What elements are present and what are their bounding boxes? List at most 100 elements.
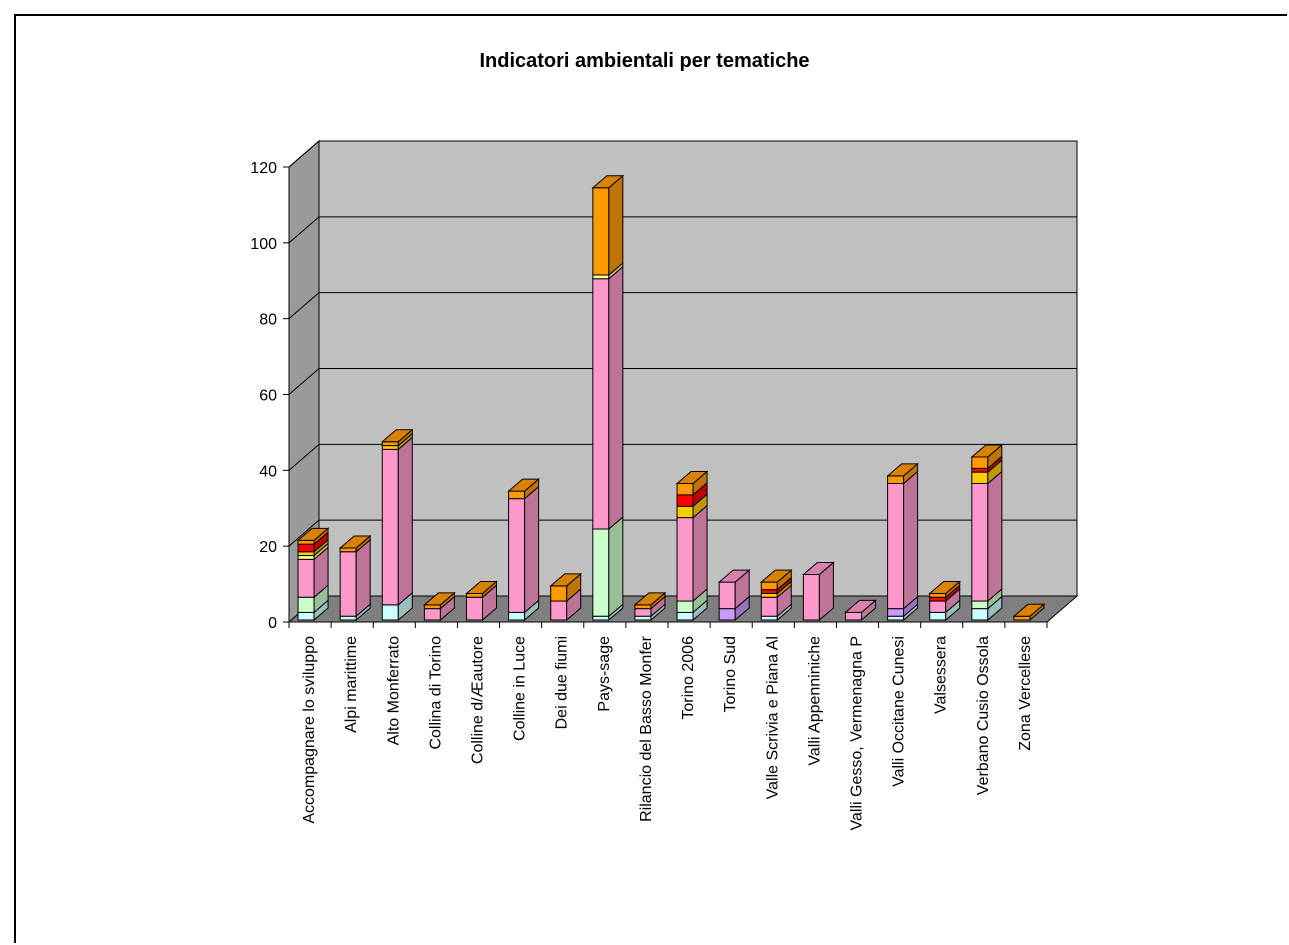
bar-segment (381, 448, 399, 606)
bar-segment (971, 467, 989, 473)
bar-segment (676, 483, 694, 496)
x-tick-label: Valle Scrivia e Piana Al (764, 636, 781, 799)
bar-segment (634, 604, 652, 610)
y-tick-label: 20 (259, 539, 277, 556)
bar-segment (297, 543, 315, 553)
bar-segment-side (903, 470, 919, 610)
bar-segment (718, 608, 736, 621)
bar-top (591, 175, 625, 189)
x-tick-label: Colline d/Æautore (470, 636, 487, 764)
x-tick-label: Torino 2006 (680, 636, 697, 720)
bar-top (970, 444, 1004, 458)
bar-top (465, 580, 498, 594)
bar-segment (887, 483, 905, 610)
bar-segment (466, 592, 483, 598)
bar-top (296, 527, 330, 541)
x-tick-label: Valsessera (933, 636, 950, 714)
bar-segment (971, 483, 989, 602)
bar-segment (297, 611, 315, 621)
bar-segment (760, 592, 778, 598)
bar-segment (466, 596, 483, 621)
bar-top (380, 429, 414, 443)
bar-segment (929, 611, 947, 621)
bar-segment (845, 611, 862, 621)
bar-top (633, 592, 667, 606)
bar-segment (676, 494, 694, 507)
bar-segment (339, 551, 357, 617)
bar-segment-side (608, 515, 624, 618)
bar-segment (887, 475, 905, 484)
bar-segment (297, 596, 315, 613)
bar-top (423, 592, 456, 606)
bar-segment (676, 517, 694, 602)
bar-top (1012, 603, 1046, 617)
bar-segment (760, 581, 778, 591)
x-tick-label: Pays-sage (596, 636, 613, 712)
bar-segment (971, 608, 989, 621)
bar-segment (381, 445, 399, 450)
bar-top (675, 471, 709, 484)
bar-segment (1013, 615, 1031, 621)
x-tick-label: Dei due fiumi (554, 636, 571, 729)
bar-segment (760, 589, 778, 594)
x-tick-label: Alto Monferrato (385, 636, 402, 745)
bar-segment-side (608, 265, 624, 531)
bar-segment (423, 608, 441, 621)
bar-segment (297, 539, 315, 545)
bar-segment (550, 585, 568, 602)
bar-segment (339, 547, 357, 553)
grid-line-side (288, 519, 320, 547)
bar-segment (971, 600, 989, 610)
bar-segment (887, 615, 905, 621)
x-tick-label: Valli Occitane Cunesi (891, 636, 908, 787)
bar-segment (718, 581, 736, 610)
bar-top (886, 463, 919, 477)
bar-segment (592, 615, 610, 621)
bar-segment (887, 608, 905, 617)
x-tick-label: Collina di Torino (427, 636, 444, 750)
bar-segment (760, 615, 778, 621)
grid-line-side (288, 443, 320, 471)
bar-segment-side (692, 504, 708, 603)
bar-segment (929, 592, 947, 598)
bar-top (759, 569, 793, 583)
grid-line-side (288, 292, 320, 320)
x-tick-label: Alpi marittime (343, 636, 360, 733)
bar-segment (676, 505, 694, 519)
bar-segment (634, 608, 652, 617)
bar-segment (760, 596, 778, 617)
bar-segment (339, 615, 357, 621)
bar-segment (508, 490, 526, 500)
bar-segment (592, 528, 610, 617)
bar-segment-side (987, 470, 1003, 603)
bar-segment (297, 555, 315, 560)
bar-segment (634, 615, 652, 621)
bar-segment-side (397, 436, 413, 606)
bar-top (717, 569, 751, 583)
bar-segment (297, 558, 315, 598)
bar-segment (550, 600, 568, 621)
x-tick-label: Valli Appenniniche (806, 636, 823, 766)
y-tick-label: 80 (259, 312, 277, 329)
x-tick-label: Valli Gesso, Vermenagna P (849, 636, 866, 830)
bar-top (802, 562, 835, 575)
bar-segment (592, 187, 610, 276)
bar-segment (508, 611, 526, 621)
chart-title: Indicatori ambientali per tematiche (479, 50, 810, 72)
bar-segment-side (524, 485, 540, 614)
bar-top (338, 535, 372, 549)
bar-top (928, 580, 962, 594)
bar-segment (971, 456, 989, 469)
bar-segment (676, 611, 694, 621)
x-tick-label: Accompagnare lo sviluppo (301, 636, 318, 824)
bar-segment (508, 498, 526, 613)
x-tick-label: Colline in Luce (512, 636, 529, 741)
bar-segment-side (608, 174, 624, 277)
bar-segment (423, 604, 441, 610)
bar-segment (929, 600, 947, 613)
x-tick-label: Torino Sud (722, 636, 739, 713)
bar-segment (971, 471, 989, 484)
bar-segment (381, 604, 399, 621)
y-tick-label: 100 (250, 236, 277, 253)
